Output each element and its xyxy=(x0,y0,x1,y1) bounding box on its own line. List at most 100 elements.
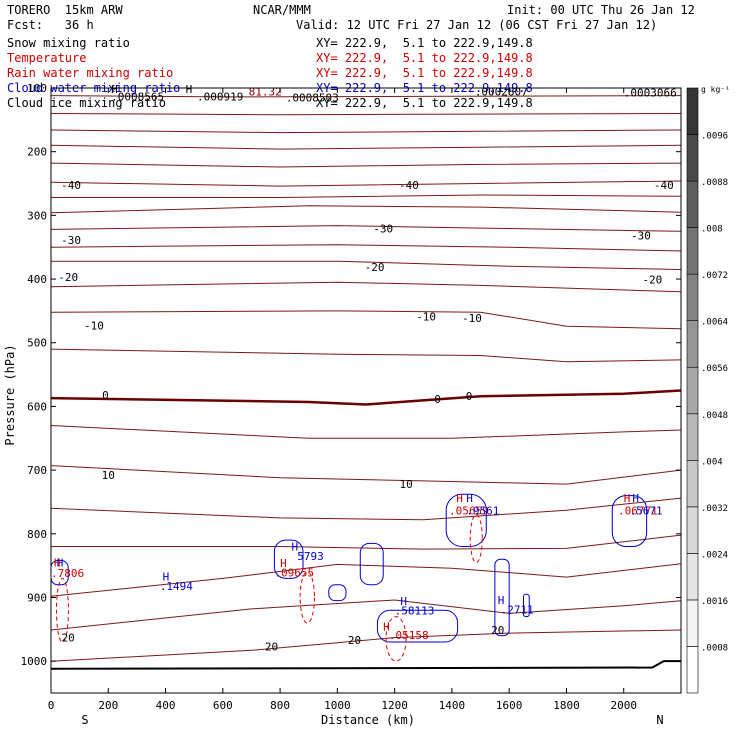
y-tick-label: 600 xyxy=(27,400,47,413)
forecast-hour: Fcst: 36 h xyxy=(7,18,94,32)
isotherm-label: -30 xyxy=(61,234,81,247)
isotherm-label: -20 xyxy=(642,274,662,287)
field-xy-snow: XY= 222.9, 5.1 to 222.9,149.8 xyxy=(316,36,533,50)
temperature-isotherm xyxy=(51,260,681,270)
isotherm-label: -40 xyxy=(399,179,419,192)
valid-time: Valid: 12 UTC Fri 27 Jan 12 (06 CST Fri … xyxy=(296,18,658,32)
colorbar-level: .0056 xyxy=(701,364,728,374)
y-tick-label: 500 xyxy=(27,337,47,350)
isotherm-label: 20 xyxy=(62,632,75,645)
maximum-label: H xyxy=(456,492,463,505)
field-xy-temperature: XY= 222.9, 5.1 to 222.9,149.8 xyxy=(316,51,533,65)
colorbar-swatch xyxy=(686,134,699,182)
colorbar-units: g kg⁻¹ xyxy=(701,85,730,94)
maximum-label: .5671 xyxy=(629,505,662,518)
isotherm-label: -40 xyxy=(654,179,674,192)
x-tick-label: 400 xyxy=(156,699,176,712)
contour-labels: -40 -40 -40 -30 -30 -30 -20 -20 -20 -10 -10 -10 0 0 0 1… xyxy=(51,83,677,653)
isotherm-label: 20 xyxy=(265,641,278,654)
isotherm-label: -20 xyxy=(58,271,78,284)
isotherm-label: 0 xyxy=(434,393,441,406)
maximum-label: .9561 xyxy=(466,505,499,518)
field-label-snow: Snow mixing ratio xyxy=(7,36,130,50)
temperature-isotherm xyxy=(51,194,681,198)
x-tick-label: 2000 xyxy=(610,699,637,712)
isotherm-label: -30 xyxy=(373,223,393,236)
maximum-label: H xyxy=(280,557,287,570)
colorbar-swatch xyxy=(686,87,699,135)
colorbar-level: .0032 xyxy=(701,504,728,514)
colorbar-level: .0024 xyxy=(701,550,728,560)
x-tick-label: 1200 xyxy=(381,699,408,712)
terrain-line xyxy=(51,660,681,670)
maximum-label: H xyxy=(383,621,390,634)
rain-water-contour xyxy=(299,571,315,624)
isotherm-label: -30 xyxy=(631,230,651,243)
maximum-label: .05158 xyxy=(389,629,429,642)
maximum-label: H xyxy=(163,570,170,583)
cloud-water-contour xyxy=(445,493,487,548)
colorbar-swatch xyxy=(686,227,699,275)
colorbar-level: .0096 xyxy=(701,132,728,142)
field-label-rain: Rain water mixing ratio xyxy=(7,66,174,80)
colorbar-level: .0008 xyxy=(701,643,728,653)
maximum-label: H xyxy=(498,594,505,607)
isotherm-label: 0 xyxy=(102,389,109,402)
maximum-label: H xyxy=(632,492,639,505)
y-tick-label: 1000 xyxy=(21,655,48,668)
maximum-label: H xyxy=(186,83,193,96)
y-tick-label: 200 xyxy=(27,146,47,159)
field-label-cloud-ice: Cloud ice mixing ratio xyxy=(7,96,166,110)
temperature-isotherm xyxy=(51,497,681,521)
temperature-isotherm xyxy=(51,162,681,168)
temperature-isotherm xyxy=(51,534,681,550)
x-tick-label: 1000 xyxy=(324,699,351,712)
colorbar-swatch xyxy=(686,366,699,415)
temperature-isotherm xyxy=(51,425,681,439)
cloud-water-contour xyxy=(328,584,347,602)
colorbar-level: .004 xyxy=(701,457,723,467)
cloud-water-contour xyxy=(494,558,510,637)
x-tick-label: 200 xyxy=(98,699,118,712)
isotherm-label: -20 xyxy=(365,261,385,274)
colorbar-swatch xyxy=(686,180,699,228)
y-tick-label: 700 xyxy=(27,464,47,477)
cloud-water-contour xyxy=(273,539,304,579)
isotherm-label: -10 xyxy=(416,311,436,324)
maximum-label: .0003066 xyxy=(624,86,677,99)
maximum-label: .06771 xyxy=(618,505,658,518)
init-time: Init: 00 UTC Thu 26 Jan 12 xyxy=(507,3,695,17)
y-axis-label: Pressure (hPa) xyxy=(3,344,17,445)
cloud-water-contour xyxy=(51,560,69,586)
maximum-label: .1494 xyxy=(160,580,193,593)
x-tick-label: 1600 xyxy=(496,699,523,712)
x-tick-label: 1800 xyxy=(553,699,580,712)
temperature-isotherm xyxy=(51,180,681,187)
temperature-isotherm xyxy=(51,465,681,485)
center-title: NCAR/MMM xyxy=(253,3,311,17)
isotherm-label: -10 xyxy=(462,312,482,325)
y-tick-label: 400 xyxy=(27,273,47,286)
colorbar-swatch xyxy=(686,646,699,694)
maximum-label: H xyxy=(292,540,299,553)
temperature-isotherm xyxy=(51,113,681,116)
isotherm-label: 20 xyxy=(348,634,361,647)
maximum-label: .05659 xyxy=(449,505,489,518)
colorbar-swatch xyxy=(686,320,699,368)
cloud-water-contour xyxy=(523,593,530,618)
maximum-label: H xyxy=(111,83,118,96)
field-label-temperature: Temperature xyxy=(7,51,87,65)
maximum-label: H xyxy=(57,556,64,569)
temperature-isotherm xyxy=(51,225,681,232)
temperature-isotherm xyxy=(51,599,681,631)
maximum-label: H xyxy=(400,595,407,608)
x-tick-label: 600 xyxy=(213,699,233,712)
maximum-label: .0002807 xyxy=(475,86,528,99)
y-tick-label: 300 xyxy=(27,209,47,222)
isotherm-label: -10 xyxy=(84,320,104,333)
maximum-label: .0008565 xyxy=(111,91,164,104)
x-tick-label: 0 xyxy=(48,699,55,712)
isotherm-label: 10 xyxy=(399,478,412,491)
temperature-isotherm xyxy=(51,389,681,406)
